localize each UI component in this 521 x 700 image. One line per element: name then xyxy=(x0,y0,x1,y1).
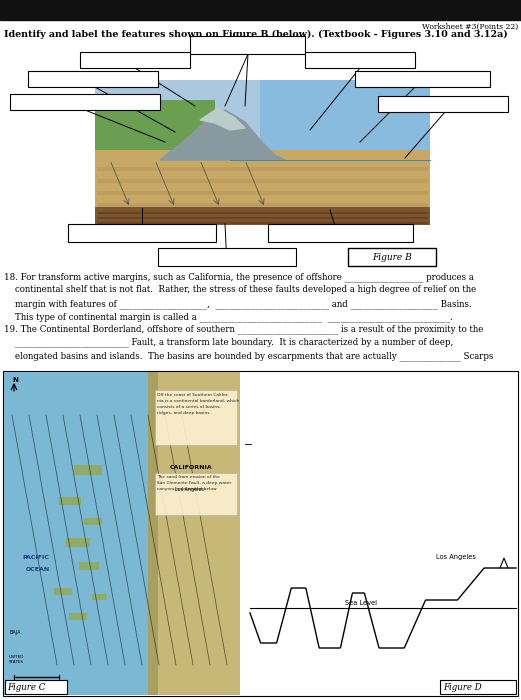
Text: Basin and San Nicolas Basin: Basin and San Nicolas Basin xyxy=(245,477,372,486)
Text: Figure D: Figure D xyxy=(443,682,481,692)
Bar xyxy=(95,150,430,210)
Text: San Clemente Fault, a deep water: San Clemente Fault, a deep water xyxy=(157,481,231,485)
Text: CALIFORNIA: CALIFORNIA xyxy=(170,465,213,470)
Text: consists of a series of basins,: consists of a series of basins, xyxy=(157,405,221,409)
Text: On: On xyxy=(245,454,260,463)
Bar xyxy=(260,80,430,170)
Text: __________________________ Fault, a transform late boundary.  It is characterize: __________________________ Fault, a tran… xyxy=(4,337,453,347)
Bar xyxy=(0,0,521,20)
Bar xyxy=(155,372,240,695)
Text: Figure C use a highlighter (or circle) to mark: Figure C use a highlighter (or circle) t… xyxy=(257,383,481,392)
Text: On: On xyxy=(245,383,260,392)
Bar xyxy=(92,594,107,600)
Bar xyxy=(95,207,430,225)
Bar xyxy=(68,224,216,242)
Bar xyxy=(440,680,516,694)
Bar xyxy=(79,562,99,570)
Text: a straight line from Los Angeles (dot) to “C” in East: a straight line from Los Angeles (dot) t… xyxy=(265,424,498,434)
Bar xyxy=(28,71,158,87)
Bar xyxy=(74,465,102,475)
Bar xyxy=(97,179,428,183)
Polygon shape xyxy=(160,110,285,160)
Bar xyxy=(80,52,190,68)
Text: 1: 1 xyxy=(514,690,519,698)
Text: Cortez Basin.: Cortez Basin. xyxy=(245,436,305,445)
Bar xyxy=(4,372,240,695)
Bar xyxy=(97,217,428,219)
Text: elongated basins and islands.  The basins are bounded by escarpments that are ac: elongated basins and islands. The basins… xyxy=(4,351,493,360)
Text: Sea Level: Sea Level xyxy=(345,600,377,606)
Text: : Mainland Shelf, Santa Catalina Island,: : Mainland Shelf, Santa Catalina Island, xyxy=(313,454,490,463)
Text: Off the coast of Southern Califor-: Off the coast of Southern Califor- xyxy=(157,393,229,397)
Bar xyxy=(97,222,428,224)
Text: margin with features of ____________________,  __________________________ and __: margin with features of ________________… xyxy=(4,299,472,309)
Bar xyxy=(148,372,158,695)
Text: 18. For transform active margins, such as California, the presence of offshore _: 18. For transform active margins, such a… xyxy=(4,272,474,281)
Bar xyxy=(97,167,428,171)
Bar xyxy=(155,390,237,445)
Text: 0    25   50 mi: 0 25 50 mi xyxy=(14,685,42,689)
Text: 19. The Continental Borderland, offshore of southern _______________________ is : 19. The Continental Borderland, offshore… xyxy=(4,324,483,334)
Polygon shape xyxy=(200,108,245,130)
Bar xyxy=(54,588,72,595)
Text: BAJA: BAJA xyxy=(9,630,20,635)
Bar xyxy=(97,212,428,214)
Bar xyxy=(3,371,518,696)
Text: N: N xyxy=(12,377,18,383)
Bar xyxy=(95,80,430,160)
Text: On: On xyxy=(245,383,260,392)
Bar xyxy=(155,473,237,515)
Text: Figure C use a highlighter (or circle) to mark: Figure C use a highlighter (or circle) t… xyxy=(256,383,480,392)
Text: canyon, is deposited below: canyon, is deposited below xyxy=(157,487,217,491)
Text: •Los Angeles: •Los Angeles xyxy=(172,487,204,492)
Text: Draw: Draw xyxy=(245,424,270,433)
Bar xyxy=(355,71,490,87)
Text: PACIFIC: PACIFIC xyxy=(22,555,49,560)
Bar xyxy=(305,52,415,68)
Text: Catalina Island and San Clemente Island.: Catalina Island and San Clemente Island. xyxy=(245,406,429,415)
Bar xyxy=(97,203,428,207)
Bar xyxy=(268,224,413,242)
Bar xyxy=(66,538,90,547)
Text: the: the xyxy=(245,395,259,403)
Text: This type of continental margin is called a ____________________________  ______: This type of continental margin is calle… xyxy=(4,312,453,322)
Text: Worksheet #3(Points 22): Worksheet #3(Points 22) xyxy=(422,23,518,31)
Text: nia is a continental borderland, which: nia is a continental borderland, which xyxy=(157,399,239,403)
Text: OCEAN: OCEAN xyxy=(26,567,50,572)
Text: Figure D label: Figure D label xyxy=(256,454,326,463)
Bar xyxy=(97,191,428,195)
Text: Figure C: Figure C xyxy=(7,682,45,692)
Text: San Andres Fault, Los Angeles, Mainland Shelf, Santa: San Andres Fault, Los Angeles, Mainland … xyxy=(245,395,485,403)
Text: Los Angeles: Los Angeles xyxy=(436,554,476,560)
Bar xyxy=(10,94,160,110)
Bar xyxy=(190,36,305,54)
Bar xyxy=(59,497,81,505)
Text: San Clemente Island, San Pedro Basin, Santa Catalina: San Clemente Island, San Pedro Basin, Sa… xyxy=(245,466,487,475)
Bar xyxy=(69,613,87,620)
Bar xyxy=(95,100,215,160)
Bar xyxy=(348,248,436,266)
Bar xyxy=(84,518,102,525)
Text: Figure B: Figure B xyxy=(372,253,412,262)
Text: Identify and label the features shown on Figure B (below). (Textbook - Figures 3: Identify and label the features shown on… xyxy=(4,30,508,39)
Bar xyxy=(378,96,508,112)
Bar xyxy=(5,680,67,694)
Text: UNITED
STATES: UNITED STATES xyxy=(9,655,24,664)
Text: The sand from erosion of the: The sand from erosion of the xyxy=(157,475,220,479)
Text: continental shelf that is not flat.  Rather, the stress of these faults develope: continental shelf that is not flat. Rath… xyxy=(4,286,476,295)
Text: ridges, and deep basins: ridges, and deep basins xyxy=(157,411,209,415)
Text: 0   25  50 kilometers: 0 25 50 kilometers xyxy=(14,690,56,694)
Text: the San Andres Fault, Los Angeles, Mainland Shelf, Santa: the San Andres Fault, Los Angeles, Mainl… xyxy=(245,395,502,403)
Bar xyxy=(158,248,296,266)
